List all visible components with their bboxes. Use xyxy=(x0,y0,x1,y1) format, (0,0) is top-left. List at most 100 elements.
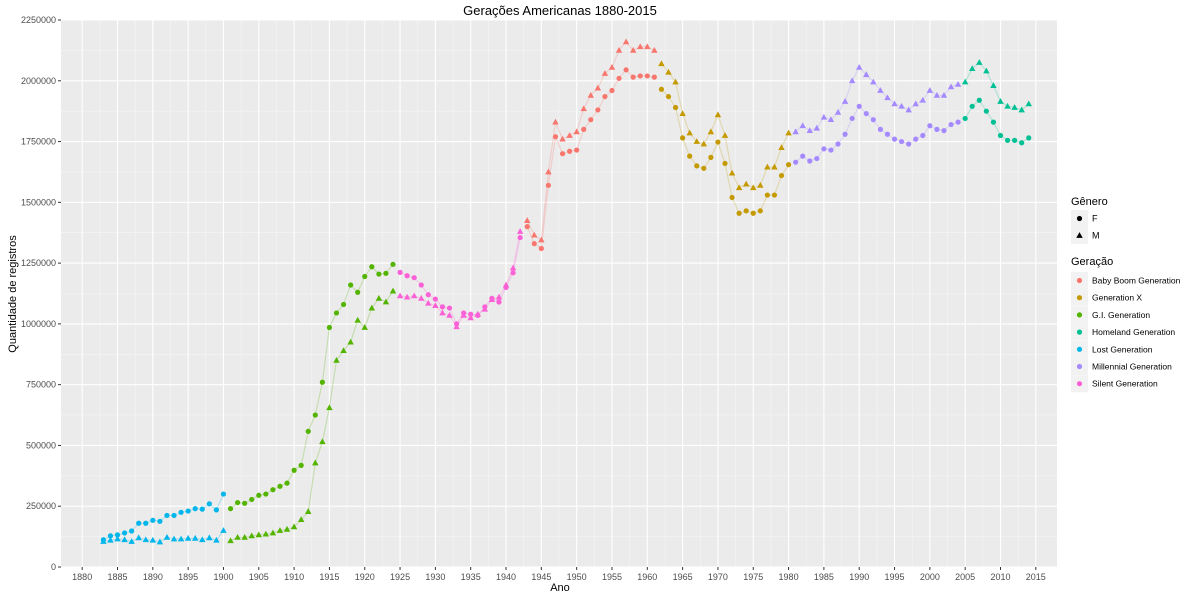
data-point-m xyxy=(156,538,164,545)
data-point-f xyxy=(277,483,283,489)
y-tick-label: 250000 xyxy=(26,501,56,511)
x-tick-label: 1915 xyxy=(319,572,339,582)
data-point-f xyxy=(623,67,629,73)
data-point-m xyxy=(799,122,806,129)
data-point-f xyxy=(906,141,912,147)
data-point-f xyxy=(793,159,799,165)
data-point-f xyxy=(941,128,947,134)
x-tick-label: 1930 xyxy=(425,572,445,582)
data-point-m xyxy=(453,323,460,330)
data-point-f xyxy=(800,153,806,159)
data-point-f xyxy=(284,480,290,486)
legend-triangle-icon xyxy=(1076,232,1083,238)
data-point-m xyxy=(672,78,679,85)
data-point-f xyxy=(644,73,650,79)
data-point-f xyxy=(418,282,424,288)
data-point-m xyxy=(622,38,630,45)
data-point-m xyxy=(884,94,891,101)
data-point-m xyxy=(142,536,149,543)
data-point-f xyxy=(432,296,438,302)
x-tick-label: 1905 xyxy=(249,572,269,582)
data-point-m xyxy=(990,82,997,89)
data-point-m xyxy=(170,535,178,542)
data-point-m xyxy=(813,124,821,131)
data-point-f xyxy=(736,210,742,216)
data-point-m xyxy=(149,536,157,543)
y-axis-label: Quantidade de registros xyxy=(7,235,19,353)
y-tick-label: 2000000 xyxy=(21,76,56,86)
legend-color-swatch xyxy=(1076,312,1083,318)
data-point-f xyxy=(270,487,276,493)
data-point-f xyxy=(524,224,530,230)
data-point-f xyxy=(807,158,813,164)
data-point-m xyxy=(834,108,842,115)
data-point-m xyxy=(516,228,524,234)
data-point-m xyxy=(559,135,566,142)
data-point-f xyxy=(680,135,686,141)
data-point-m xyxy=(806,127,813,133)
data-point-f xyxy=(602,93,608,100)
x-tick-label: 1975 xyxy=(743,572,763,582)
data-point-m xyxy=(375,294,383,301)
x-tick-label: 1970 xyxy=(708,572,728,582)
data-point-m xyxy=(778,144,785,151)
x-tick-label: 1900 xyxy=(213,572,233,582)
data-point-f xyxy=(566,148,573,154)
data-point-m xyxy=(107,536,114,543)
data-point-m xyxy=(735,184,743,191)
legend-generation-label: Generation X xyxy=(1092,293,1142,303)
data-point-f xyxy=(842,131,848,137)
data-point-m xyxy=(545,168,552,175)
data-point-f xyxy=(729,194,735,201)
data-point-f xyxy=(595,107,601,113)
data-point-f xyxy=(355,289,361,295)
data-point-f xyxy=(291,467,297,473)
data-point-f xyxy=(340,301,347,308)
data-point-m xyxy=(940,91,948,98)
data-point-f xyxy=(376,271,382,277)
data-point-m xyxy=(615,46,623,53)
x-tick-label: 1960 xyxy=(637,572,657,582)
data-point-m xyxy=(297,516,305,522)
data-point-f xyxy=(369,264,375,270)
data-point-m xyxy=(114,535,121,542)
data-point-m xyxy=(721,132,729,138)
data-point-f xyxy=(249,496,255,503)
data-point-m xyxy=(220,527,227,533)
data-point-m xyxy=(312,459,319,466)
data-point-f xyxy=(362,273,368,280)
y-tick-label: 1500000 xyxy=(21,197,56,207)
data-point-f xyxy=(185,508,191,514)
data-point-f xyxy=(870,117,876,123)
x-tick-label: 1995 xyxy=(885,572,905,582)
data-point-f xyxy=(884,131,891,137)
data-point-m xyxy=(1011,104,1018,110)
data-point-m xyxy=(997,98,1004,104)
data-point-f xyxy=(934,126,940,132)
legend-color-swatch xyxy=(1076,329,1083,335)
y-tick-label: 750000 xyxy=(26,380,56,390)
data-point-f xyxy=(206,501,212,507)
data-point-m xyxy=(580,105,587,112)
data-point-m xyxy=(305,508,312,514)
data-point-f xyxy=(658,86,665,92)
legend-circle-icon xyxy=(1076,215,1083,222)
legend-generation-label: Millennial Generation xyxy=(1092,362,1172,372)
legend-gender: Gênero FM xyxy=(1071,196,1108,244)
data-point-f xyxy=(877,126,884,132)
data-point-f xyxy=(545,182,552,188)
x-tick-label: 1910 xyxy=(284,572,304,582)
legend-color-swatch xyxy=(1076,381,1083,387)
data-point-m xyxy=(368,304,376,311)
data-point-f xyxy=(263,491,269,497)
x-axis-label: Ano xyxy=(550,582,570,594)
data-point-m xyxy=(976,59,983,65)
data-point-m xyxy=(382,298,390,305)
data-point-f xyxy=(962,115,968,122)
data-point-f xyxy=(821,146,827,152)
data-point-m xyxy=(961,78,969,85)
legend-color-swatch xyxy=(1076,346,1083,352)
data-point-m xyxy=(700,140,708,147)
data-point-m xyxy=(679,110,686,116)
data-point-f xyxy=(672,104,679,111)
